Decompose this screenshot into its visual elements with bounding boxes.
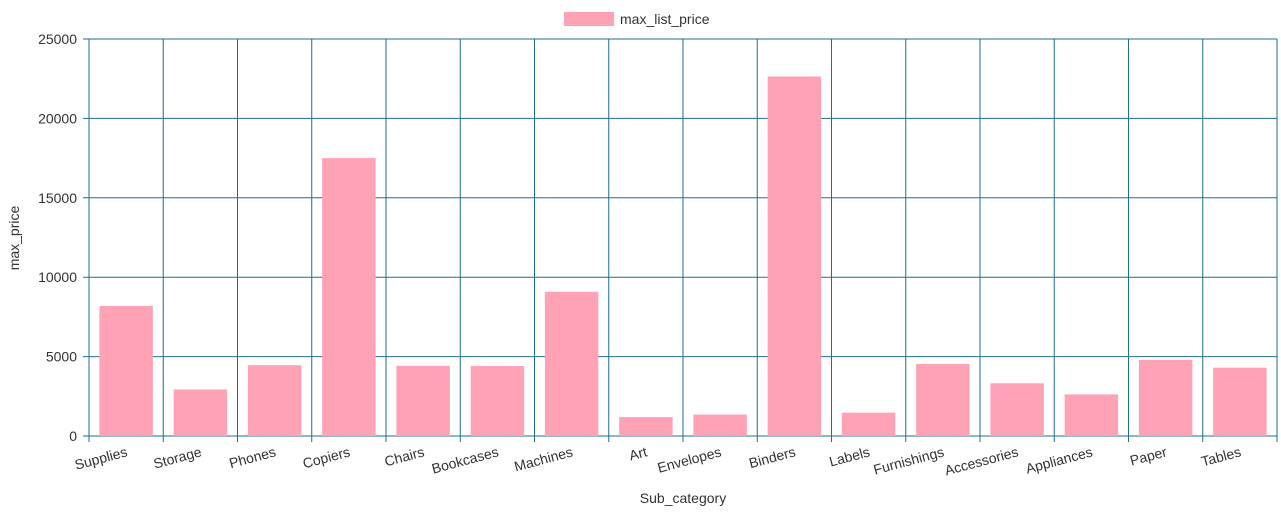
bar-storage[interactable] xyxy=(173,389,228,436)
x-axis-ticks: Supplies Storage Phones Copiers Chairs Bookca… xyxy=(73,443,1243,478)
y-tick-label: 20000 xyxy=(38,110,77,126)
bar-furnishings[interactable] xyxy=(916,363,970,436)
x-tick-label: Paper xyxy=(1128,443,1169,468)
y-axis-title: max_price xyxy=(6,206,22,271)
x-axis-title: Sub_category xyxy=(640,490,726,506)
x-tick-label: Copiers xyxy=(301,443,352,471)
x-tick-label: Supplies xyxy=(73,443,129,472)
bar-paper[interactable] xyxy=(1138,359,1193,436)
bar-chairs[interactable] xyxy=(396,365,450,436)
x-tick-label: Phones xyxy=(227,443,277,471)
x-tick-label: Binders xyxy=(747,443,797,471)
legend-swatch xyxy=(564,12,614,26)
x-tick-label: Appliances xyxy=(1024,443,1094,476)
bar-binders[interactable] xyxy=(767,76,822,436)
bar-machines[interactable] xyxy=(544,291,599,436)
bar-copiers[interactable] xyxy=(322,158,376,436)
bar-phones[interactable] xyxy=(247,365,302,436)
bar-labels[interactable] xyxy=(841,412,896,436)
x-tick-label: Machines xyxy=(512,443,574,474)
y-tick-label: 0 xyxy=(69,428,77,444)
x-tick-label: Chairs xyxy=(383,443,426,469)
x-tick-label: Accessories xyxy=(943,443,1020,478)
y-tick-label: 25000 xyxy=(38,31,77,47)
bar-bookcases[interactable] xyxy=(470,365,525,436)
legend-label: max_list_price xyxy=(620,11,710,27)
y-tick-label: 5000 xyxy=(46,349,77,365)
legend[interactable]: max_list_price xyxy=(564,11,710,27)
x-tick-label: Storage xyxy=(152,443,204,471)
x-tick-label: Tables xyxy=(1199,443,1242,469)
bar-tables[interactable] xyxy=(1213,367,1267,436)
x-tick-label: Envelopes xyxy=(656,443,723,475)
y-axis-ticks: 0 5000 10000 15000 20000 25000 xyxy=(38,31,77,444)
bars xyxy=(99,76,1267,436)
x-tick-label: Labels xyxy=(827,443,871,469)
bar-supplies[interactable] xyxy=(99,305,153,436)
y-tick-label: 15000 xyxy=(38,190,77,206)
bar-art[interactable] xyxy=(619,417,673,436)
y-tick-label: 10000 xyxy=(38,269,77,285)
x-tick-label: Furnishings xyxy=(872,443,946,477)
grid xyxy=(83,38,1278,442)
x-tick-label: Art xyxy=(627,443,649,463)
bar-accessories[interactable] xyxy=(990,383,1044,436)
bar-envelopes[interactable] xyxy=(693,414,747,436)
bar-appliances[interactable] xyxy=(1064,394,1119,436)
x-tick-label: Bookcases xyxy=(430,443,500,476)
